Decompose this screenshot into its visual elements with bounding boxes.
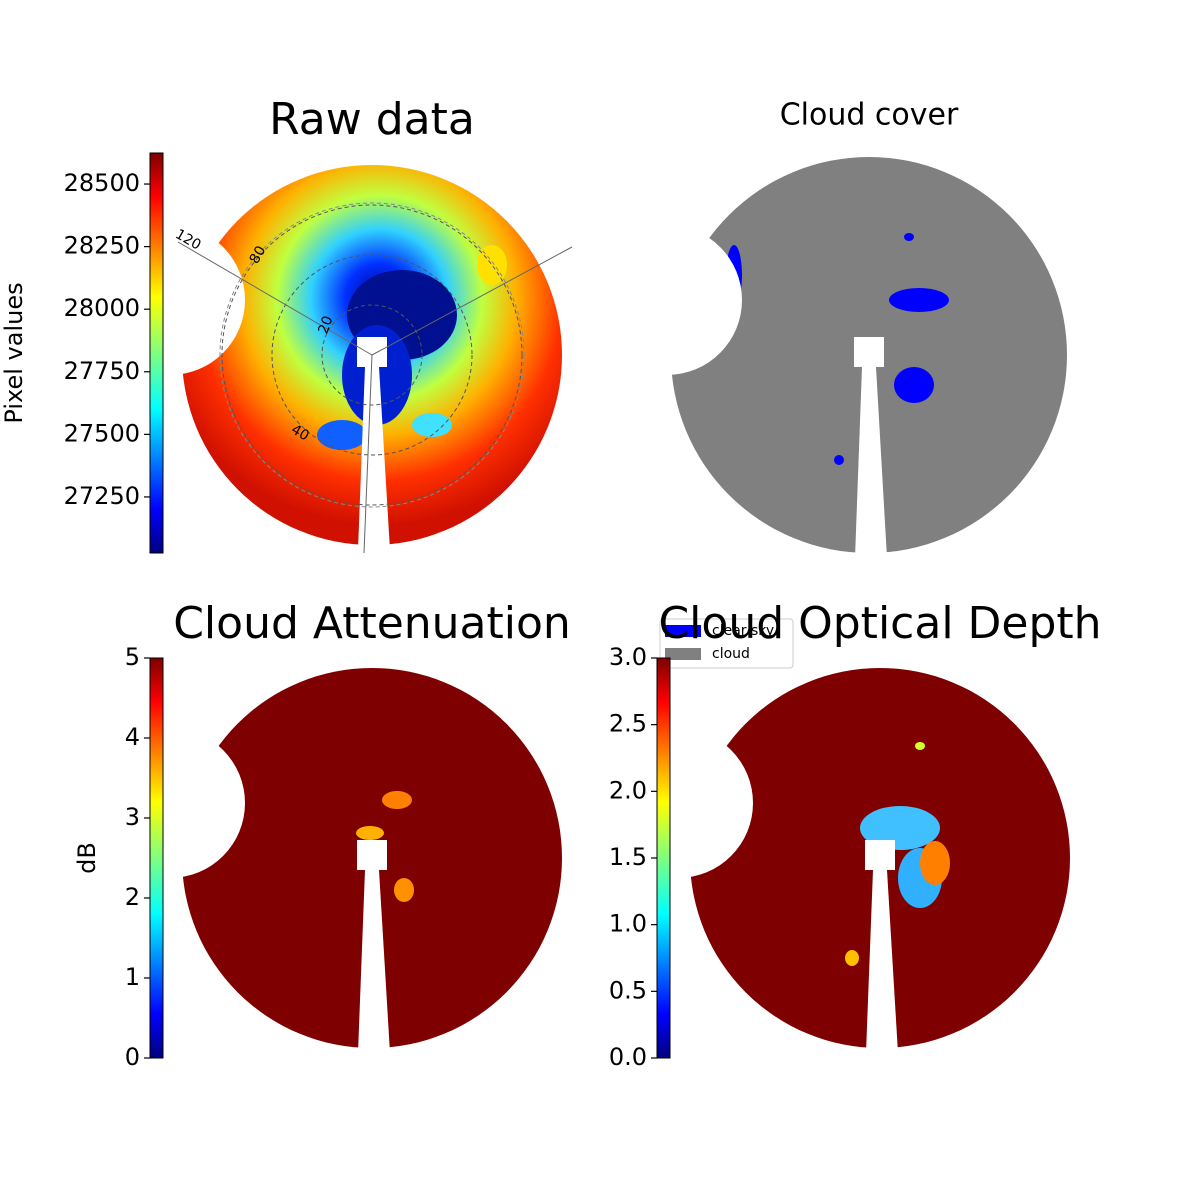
image-blob (860, 806, 940, 850)
colorbar-label: Pixel values (0, 282, 28, 423)
image-blob (845, 950, 859, 966)
chart-title: Cloud cover (780, 98, 959, 133)
colorbar-tick-label: 27750 (64, 357, 140, 385)
legend-label: clear sky (712, 623, 774, 639)
legend-swatch (665, 625, 701, 637)
colorbar-tick-label: 2.5 (609, 710, 647, 738)
colorbar-tick-label: 28250 (64, 232, 140, 260)
polar-label: 40 (288, 422, 311, 445)
image-blob (477, 245, 507, 285)
image-blob (394, 878, 414, 902)
polar-label: 20 (315, 314, 336, 336)
colorbar-tick-label: 1 (125, 963, 140, 991)
colorbar-tick-label: 27500 (64, 419, 140, 447)
polar-spoke (371, 246, 573, 356)
chart-title: Cloud Optical Depth (658, 598, 1101, 649)
colorbar-tick-label: 0.5 (609, 976, 647, 1004)
image-fill (182, 668, 562, 1048)
colorbar-tick-label: 3.0 (609, 643, 647, 671)
colorbar-tick-label: 28000 (64, 294, 140, 322)
colorbar-tick-label: 3 (125, 803, 140, 831)
colorbar-tick-label: 2 (125, 883, 140, 911)
colorbar-tick-label: 4 (125, 723, 140, 751)
polar-ring (221, 204, 523, 506)
polar-spoke (177, 241, 373, 356)
image-blob (904, 233, 914, 241)
colorbar-tick-label: 0.0 (609, 1043, 647, 1071)
sky-image (671, 157, 1067, 553)
image-blob (915, 742, 925, 750)
colorbar-tick-label: 5 (125, 643, 140, 671)
colorbar (149, 657, 164, 1059)
image-fill (690, 668, 1070, 1048)
polar-ring (271, 254, 473, 456)
polar-ring (219, 202, 525, 508)
image-blob (342, 325, 412, 425)
image-blob (834, 455, 844, 465)
image-blob (382, 791, 412, 809)
image-blob (726, 245, 742, 305)
polar-ring (321, 304, 423, 406)
colorbar (149, 152, 164, 554)
image-blob (356, 826, 384, 840)
sky-image (182, 668, 562, 1048)
chart-title: Raw data (269, 94, 475, 145)
colorbar-tick-label: 28500 (64, 169, 140, 197)
image-fill (671, 157, 1067, 553)
legend-swatch (665, 648, 701, 660)
sky-image (690, 668, 1070, 1048)
chart-title: Cloud Attenuation (173, 598, 571, 649)
image-blob (894, 367, 934, 403)
colorbar-tick-label: 2.0 (609, 776, 647, 804)
sky-image (182, 165, 562, 545)
image-blob (889, 288, 949, 312)
colorbar (656, 657, 671, 1059)
colorbar-tick-label: 1.0 (609, 910, 647, 938)
colorbar-tick-label: 1.5 (609, 843, 647, 871)
image-blob (412, 413, 452, 437)
colorbar-tick-label: 0 (125, 1043, 140, 1071)
polar-spoke (363, 354, 373, 554)
image-blob (317, 420, 367, 450)
image-blob (920, 841, 950, 885)
legend-label: cloud (712, 646, 750, 662)
colorbar-tick-label: 27250 (64, 482, 140, 510)
colorbar-label: dB (73, 842, 101, 874)
polar-label: 80 (247, 243, 270, 266)
